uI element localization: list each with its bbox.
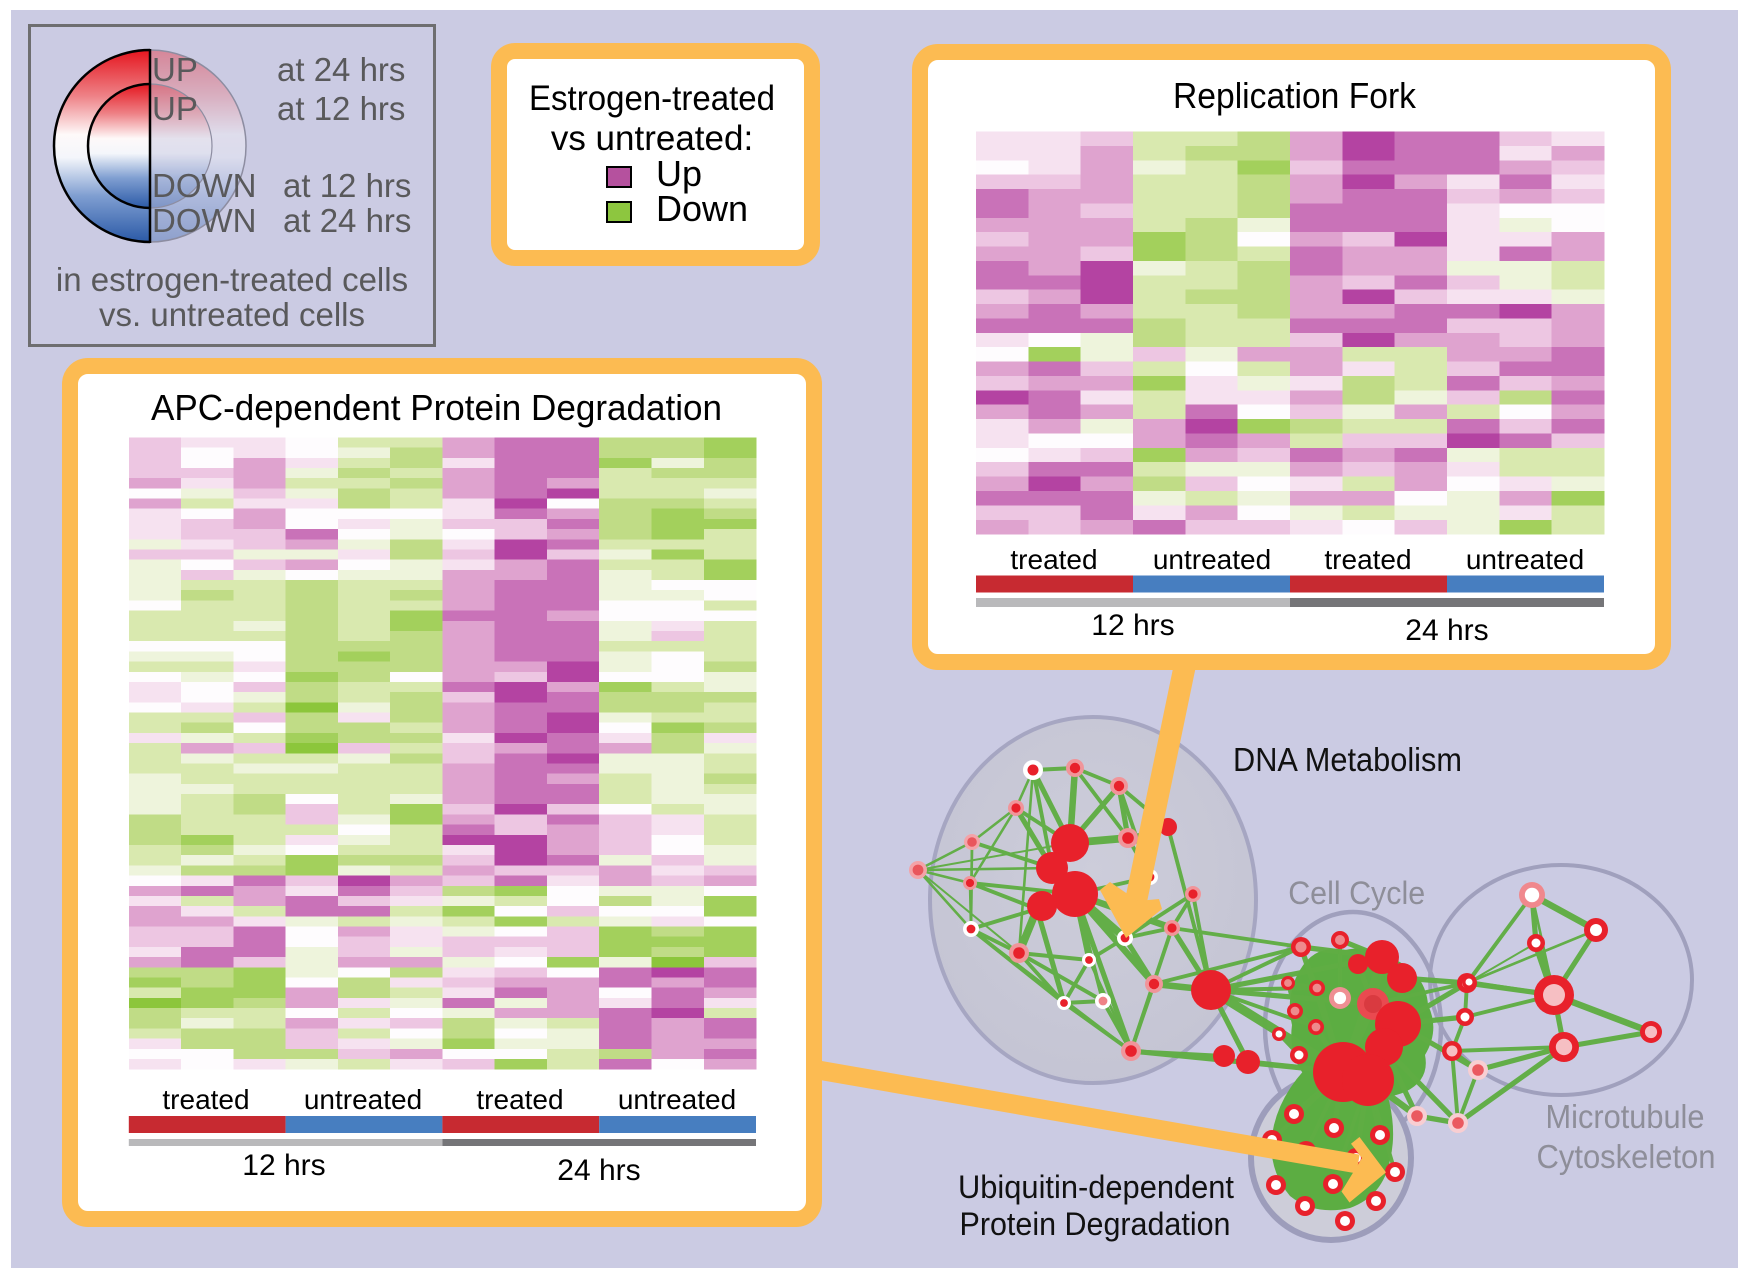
svg-text:24 hrs: 24 hrs — [557, 1154, 640, 1187]
svg-text:Cell Cycle: Cell Cycle — [1288, 875, 1425, 911]
svg-text:Estrogen-treated: Estrogen-treated — [529, 79, 775, 118]
svg-text:at 12 hrs: at 12 hrs — [283, 167, 411, 204]
svg-text:UP: UP — [152, 51, 198, 88]
svg-text:Microtubule: Microtubule — [1546, 1098, 1705, 1135]
svg-text:APC-dependent Protein Degradat: APC-dependent Protein Degradation — [151, 387, 722, 428]
svg-text:DOWN: DOWN — [152, 202, 256, 239]
svg-text:vs. untreated cells: vs. untreated cells — [99, 296, 365, 333]
svg-text:12 hrs: 12 hrs — [1091, 609, 1174, 642]
svg-text:Replication Fork: Replication Fork — [1173, 75, 1417, 116]
svg-text:untreated: untreated — [618, 1084, 736, 1115]
svg-text:Down: Down — [656, 188, 748, 229]
svg-text:untreated: untreated — [304, 1084, 422, 1115]
svg-text:vs untreated:: vs untreated: — [551, 119, 753, 158]
svg-text:24 hrs: 24 hrs — [1405, 614, 1488, 647]
svg-text:at 24 hrs: at 24 hrs — [283, 202, 411, 239]
svg-text:treated: treated — [1010, 544, 1097, 575]
svg-text:DOWN: DOWN — [152, 167, 256, 204]
svg-text:UP: UP — [152, 90, 198, 127]
svg-text:treated: treated — [162, 1084, 249, 1115]
svg-text:Up: Up — [656, 153, 702, 194]
svg-text:untreated: untreated — [1153, 544, 1271, 575]
svg-text:at 24 hrs: at 24 hrs — [277, 51, 405, 88]
svg-text:Cytoskeleton: Cytoskeleton — [1537, 1138, 1716, 1175]
svg-text:Protein Degradation: Protein Degradation — [960, 1206, 1231, 1242]
svg-text:treated: treated — [476, 1084, 563, 1115]
svg-text:untreated: untreated — [1466, 544, 1584, 575]
svg-text:Ubiquitin-dependent: Ubiquitin-dependent — [958, 1169, 1234, 1205]
svg-text:DNA Metabolism: DNA Metabolism — [1233, 741, 1462, 778]
svg-text:treated: treated — [1324, 544, 1411, 575]
svg-text:in estrogen-treated cells: in estrogen-treated cells — [56, 261, 408, 298]
svg-text:at 12 hrs: at 12 hrs — [277, 90, 405, 127]
svg-text:12 hrs: 12 hrs — [242, 1149, 325, 1182]
